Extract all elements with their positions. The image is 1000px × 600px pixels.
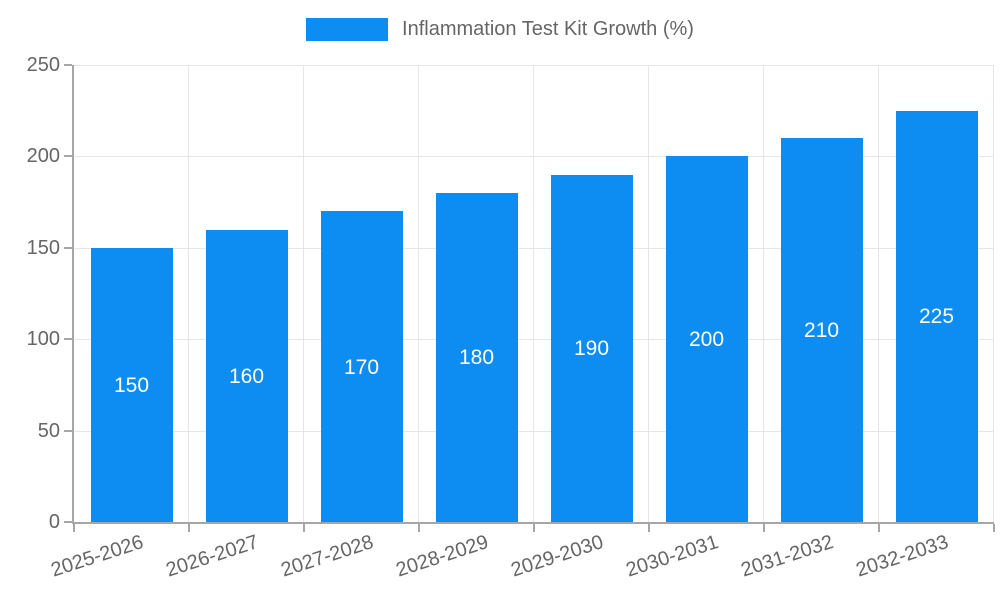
- y-tick-label: 0: [48, 511, 60, 533]
- x-tick-label: 2027-2028: [278, 531, 376, 582]
- y-tick-label: 150: [26, 236, 60, 259]
- x-tick-label: 2025-2026: [48, 531, 146, 582]
- y-axis-tick: [64, 338, 72, 341]
- x-tick-label: 2029-2030: [508, 531, 606, 582]
- x-tick-label: 2032-2033: [853, 531, 951, 582]
- x-axis-tick: [993, 524, 995, 532]
- plot-area: 150 160 170 180 190 200 210 225: [64, 64, 995, 532]
- y-tick-label: 200: [26, 145, 60, 168]
- bar-2026-2027[interactable]: [205, 229, 288, 522]
- x-axis-tick: [73, 524, 75, 532]
- h-gridline: [74, 430, 994, 432]
- v-gridline: [188, 65, 189, 522]
- x-tick-label: 2028-2029: [393, 531, 491, 582]
- bar-2031-2032[interactable]: [780, 138, 863, 522]
- x-axis-tick: [303, 524, 305, 532]
- x-axis-tick: [418, 524, 420, 532]
- x-axis-tick: [533, 524, 535, 532]
- x-axis-tick: [648, 524, 650, 532]
- v-gridline: [648, 65, 649, 522]
- y-tick-label: 250: [26, 54, 60, 76]
- y-axis-tick: [64, 246, 72, 249]
- x-tick-label: 2026-2027: [163, 531, 261, 582]
- bar-2027-2028[interactable]: [320, 211, 403, 522]
- v-gridline: [533, 65, 534, 522]
- v-gridline: [878, 65, 879, 522]
- x-tick-label: 2030-2031: [623, 531, 721, 582]
- h-gridline: [74, 156, 994, 158]
- v-gridline: [303, 65, 304, 522]
- y-axis-tick: [64, 521, 72, 523]
- x-axis-tick: [878, 524, 880, 532]
- x-axis-tick: [763, 524, 765, 532]
- bar-2029-2030[interactable]: [550, 174, 633, 522]
- legend-swatch: [306, 18, 389, 41]
- h-gridline: [74, 247, 994, 249]
- legend-label: Inflammation Test Kit Growth (%): [402, 18, 694, 40]
- h-gridline: [74, 65, 994, 66]
- bar-2030-2031[interactable]: [665, 156, 748, 522]
- y-axis-tick: [64, 429, 72, 432]
- x-tick-label: 2031-2032: [738, 531, 836, 582]
- bar-2025-2026[interactable]: [90, 247, 173, 522]
- bar-2032-2033[interactable]: [895, 110, 978, 522]
- x-axis-tick: [188, 524, 190, 532]
- v-gridline: [763, 65, 764, 522]
- legend[interactable]: Inflammation Test Kit Growth (%): [0, 18, 1000, 41]
- y-axis-tick: [64, 155, 72, 158]
- y-tick-label: 50: [37, 419, 60, 442]
- bar-2028-2029[interactable]: [435, 192, 518, 522]
- y-tick-label: 100: [26, 328, 60, 351]
- v-gridline: [418, 65, 419, 522]
- y-axis-tick: [64, 64, 72, 66]
- v-gridline: [993, 65, 994, 522]
- h-gridline: [74, 339, 994, 341]
